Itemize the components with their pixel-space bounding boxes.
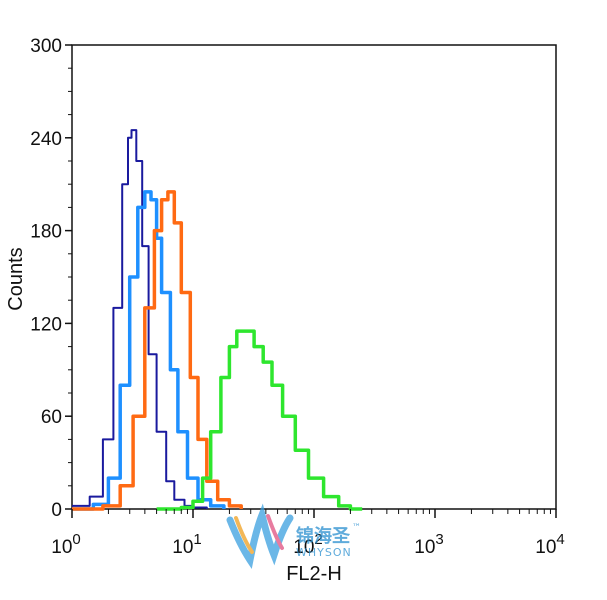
tick-layer: 0 60 120 180 240 300 100 101 102 103 104 [30,36,564,558]
watermark-trademark: ™ [352,523,361,533]
whyson-logo: 锦海圣 ™ WHYSON [226,503,361,569]
plot-frame [71,44,557,510]
series-line-2 [72,190,226,511]
y-tick-label: 0 [51,500,62,521]
x-tick-label: 100 [51,531,80,558]
watermark-brand: WHYSON [296,546,352,559]
x-axis-title: FL2-H [286,563,342,585]
y-tick-label: 120 [30,314,62,335]
series-line-1 [72,129,208,509]
y-tick-label: 180 [30,222,62,243]
series-layer [72,129,363,511]
y-tick-label: 60 [41,407,62,428]
x-tick-label: 101 [172,531,201,558]
x-tick-label: 104 [535,531,564,558]
y-tick-label: 240 [30,129,62,150]
x-tick-label: 102 [293,531,322,558]
y-axis-title: Counts [5,247,27,310]
watermark-chinese: 锦海圣 [296,525,351,547]
y-tick-label: 300 [30,36,62,57]
series-line-4 [156,329,363,511]
series-line-3 [72,190,243,511]
x-tick-label: 103 [414,531,443,558]
